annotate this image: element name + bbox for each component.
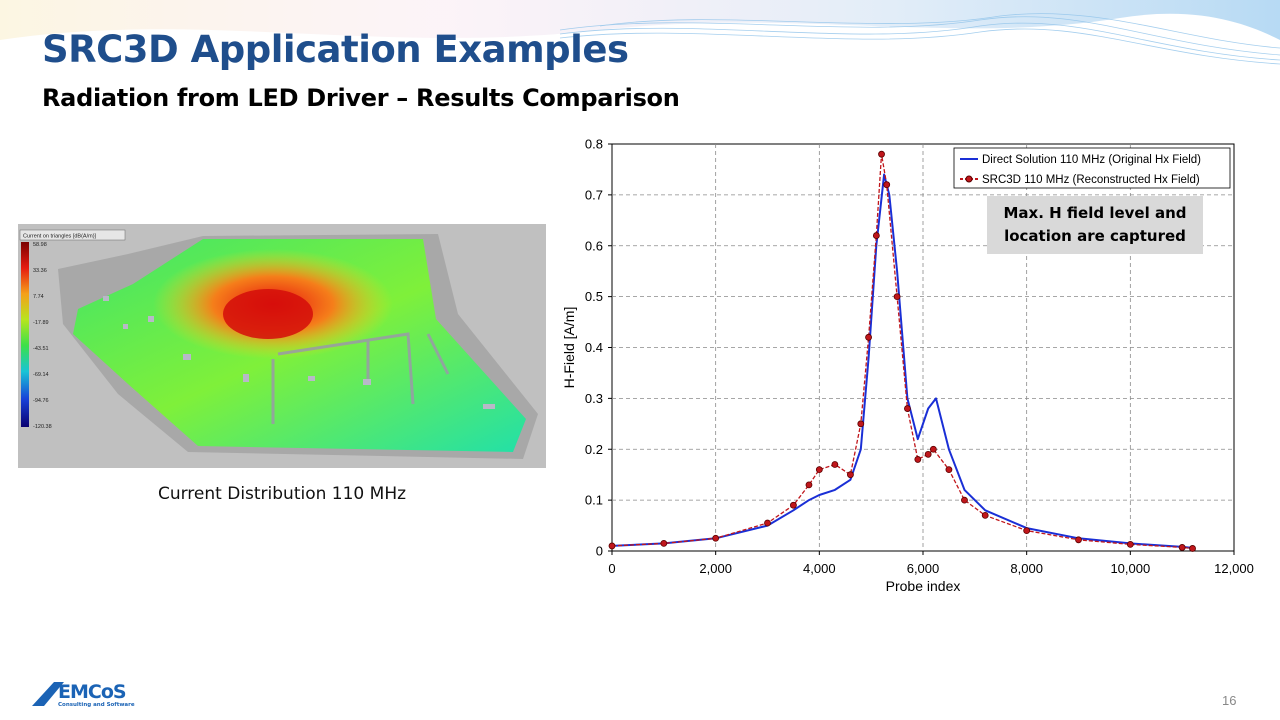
data-point bbox=[914, 456, 922, 463]
data-point bbox=[924, 450, 932, 458]
legend-label: Direct Solution 110 MHz (Original Hx Fie… bbox=[982, 154, 1201, 166]
data-point bbox=[883, 181, 891, 189]
colorbar-tick: -69.14 bbox=[33, 372, 49, 378]
current-distribution-image: Current on triangles [dB(A/m)] 58.98 33.… bbox=[19, 229, 538, 459]
data-point bbox=[815, 466, 823, 474]
data-point bbox=[872, 232, 880, 239]
colorbar bbox=[21, 242, 29, 427]
x-tick-label: 4,000 bbox=[803, 561, 836, 576]
colorbar-tick: -43.51 bbox=[33, 346, 49, 352]
colorbar-tick: 7.74 bbox=[33, 294, 44, 300]
y-tick-label: 0.3 bbox=[585, 391, 603, 406]
colorbar-tick: -94.76 bbox=[33, 398, 49, 404]
data-point bbox=[1023, 527, 1031, 535]
slide-title: SRC3D Application Examples bbox=[42, 28, 629, 71]
figure-caption: Current Distribution 110 MHz bbox=[157, 484, 407, 504]
annotation-line-2: location are captured bbox=[1004, 227, 1186, 245]
colorbar-tick: -120.38 bbox=[33, 424, 52, 430]
data-point bbox=[608, 542, 616, 550]
data-point bbox=[764, 519, 771, 527]
y-tick-label: 0.2 bbox=[585, 442, 603, 457]
data-point bbox=[945, 466, 953, 474]
data-point bbox=[1189, 545, 1196, 552]
y-tick-label: 0.6 bbox=[585, 238, 603, 253]
data-point bbox=[831, 461, 839, 468]
annotation-box: Max. H field level and location are capt… bbox=[987, 196, 1203, 254]
colorbar-title: Current on triangles [dB(A/m)] bbox=[23, 234, 97, 240]
data-point bbox=[847, 471, 854, 479]
data-point bbox=[660, 539, 668, 547]
y-tick-label: 0.1 bbox=[585, 493, 603, 508]
emcos-logo: EMCoS Consulting and Software bbox=[32, 681, 135, 708]
x-tick-label: 0 bbox=[608, 561, 615, 576]
data-point bbox=[981, 511, 989, 519]
data-point bbox=[878, 150, 885, 158]
data-point bbox=[857, 420, 865, 428]
data-point bbox=[1178, 544, 1186, 551]
page-number: 16 bbox=[1222, 693, 1237, 708]
colorbar-tick: 33.36 bbox=[33, 268, 47, 274]
logo-mark-icon bbox=[32, 682, 64, 706]
x-tick-label: 8,000 bbox=[1010, 561, 1043, 576]
data-point bbox=[712, 534, 720, 542]
colorbar-tick: -17.89 bbox=[33, 320, 49, 326]
data-point bbox=[1126, 540, 1134, 548]
logo-text: EMCoS bbox=[58, 681, 126, 703]
y-tick-label: 0.8 bbox=[585, 137, 603, 152]
legend-label: SRC3D 110 MHz (Reconstructed Hx Field) bbox=[982, 174, 1200, 186]
annotation-line-1: Max. H field level and bbox=[1003, 204, 1187, 222]
data-point bbox=[961, 496, 968, 504]
data-point bbox=[893, 293, 901, 301]
data-point bbox=[805, 481, 813, 489]
logo-tagline: Consulting and Software bbox=[58, 702, 135, 708]
y-tick-label: 0 bbox=[596, 544, 603, 559]
current-distribution-figure: Current on triangles [dB(A/m)] 58.98 33.… bbox=[18, 224, 546, 468]
y-axis-label: H-Field [A/m] bbox=[561, 307, 577, 389]
x-tick-label: 12,000 bbox=[1214, 561, 1254, 576]
x-tick-label: 10,000 bbox=[1110, 561, 1150, 576]
x-tick-label: 6,000 bbox=[907, 561, 940, 576]
x-tick-label: 2,000 bbox=[699, 561, 732, 576]
data-point bbox=[1075, 536, 1082, 544]
data-point bbox=[929, 445, 937, 453]
legend-box bbox=[953, 147, 1231, 189]
h-field-chart: 0 0.1 0.2 0.3 0.4 0.5 0.6 0.7 0.8 0 2,000 4,000 6,00… bbox=[561, 137, 1254, 595]
legend-marker bbox=[965, 175, 973, 183]
data-point bbox=[865, 333, 872, 341]
data-point bbox=[904, 405, 911, 412]
data-point bbox=[790, 501, 797, 509]
colorbar-tick: 58.98 bbox=[33, 242, 47, 248]
slide-subtitle: Radiation from LED Driver – Results Comp… bbox=[42, 84, 680, 112]
series-line-direct bbox=[611, 173, 1193, 549]
header-wave-decoration bbox=[0, 0, 1280, 65]
y-tick-label: 0.7 bbox=[585, 187, 603, 202]
x-axis-label: Probe index bbox=[886, 578, 961, 594]
y-tick-label: 0.4 bbox=[585, 340, 603, 355]
y-tick-label: 0.5 bbox=[585, 289, 603, 304]
